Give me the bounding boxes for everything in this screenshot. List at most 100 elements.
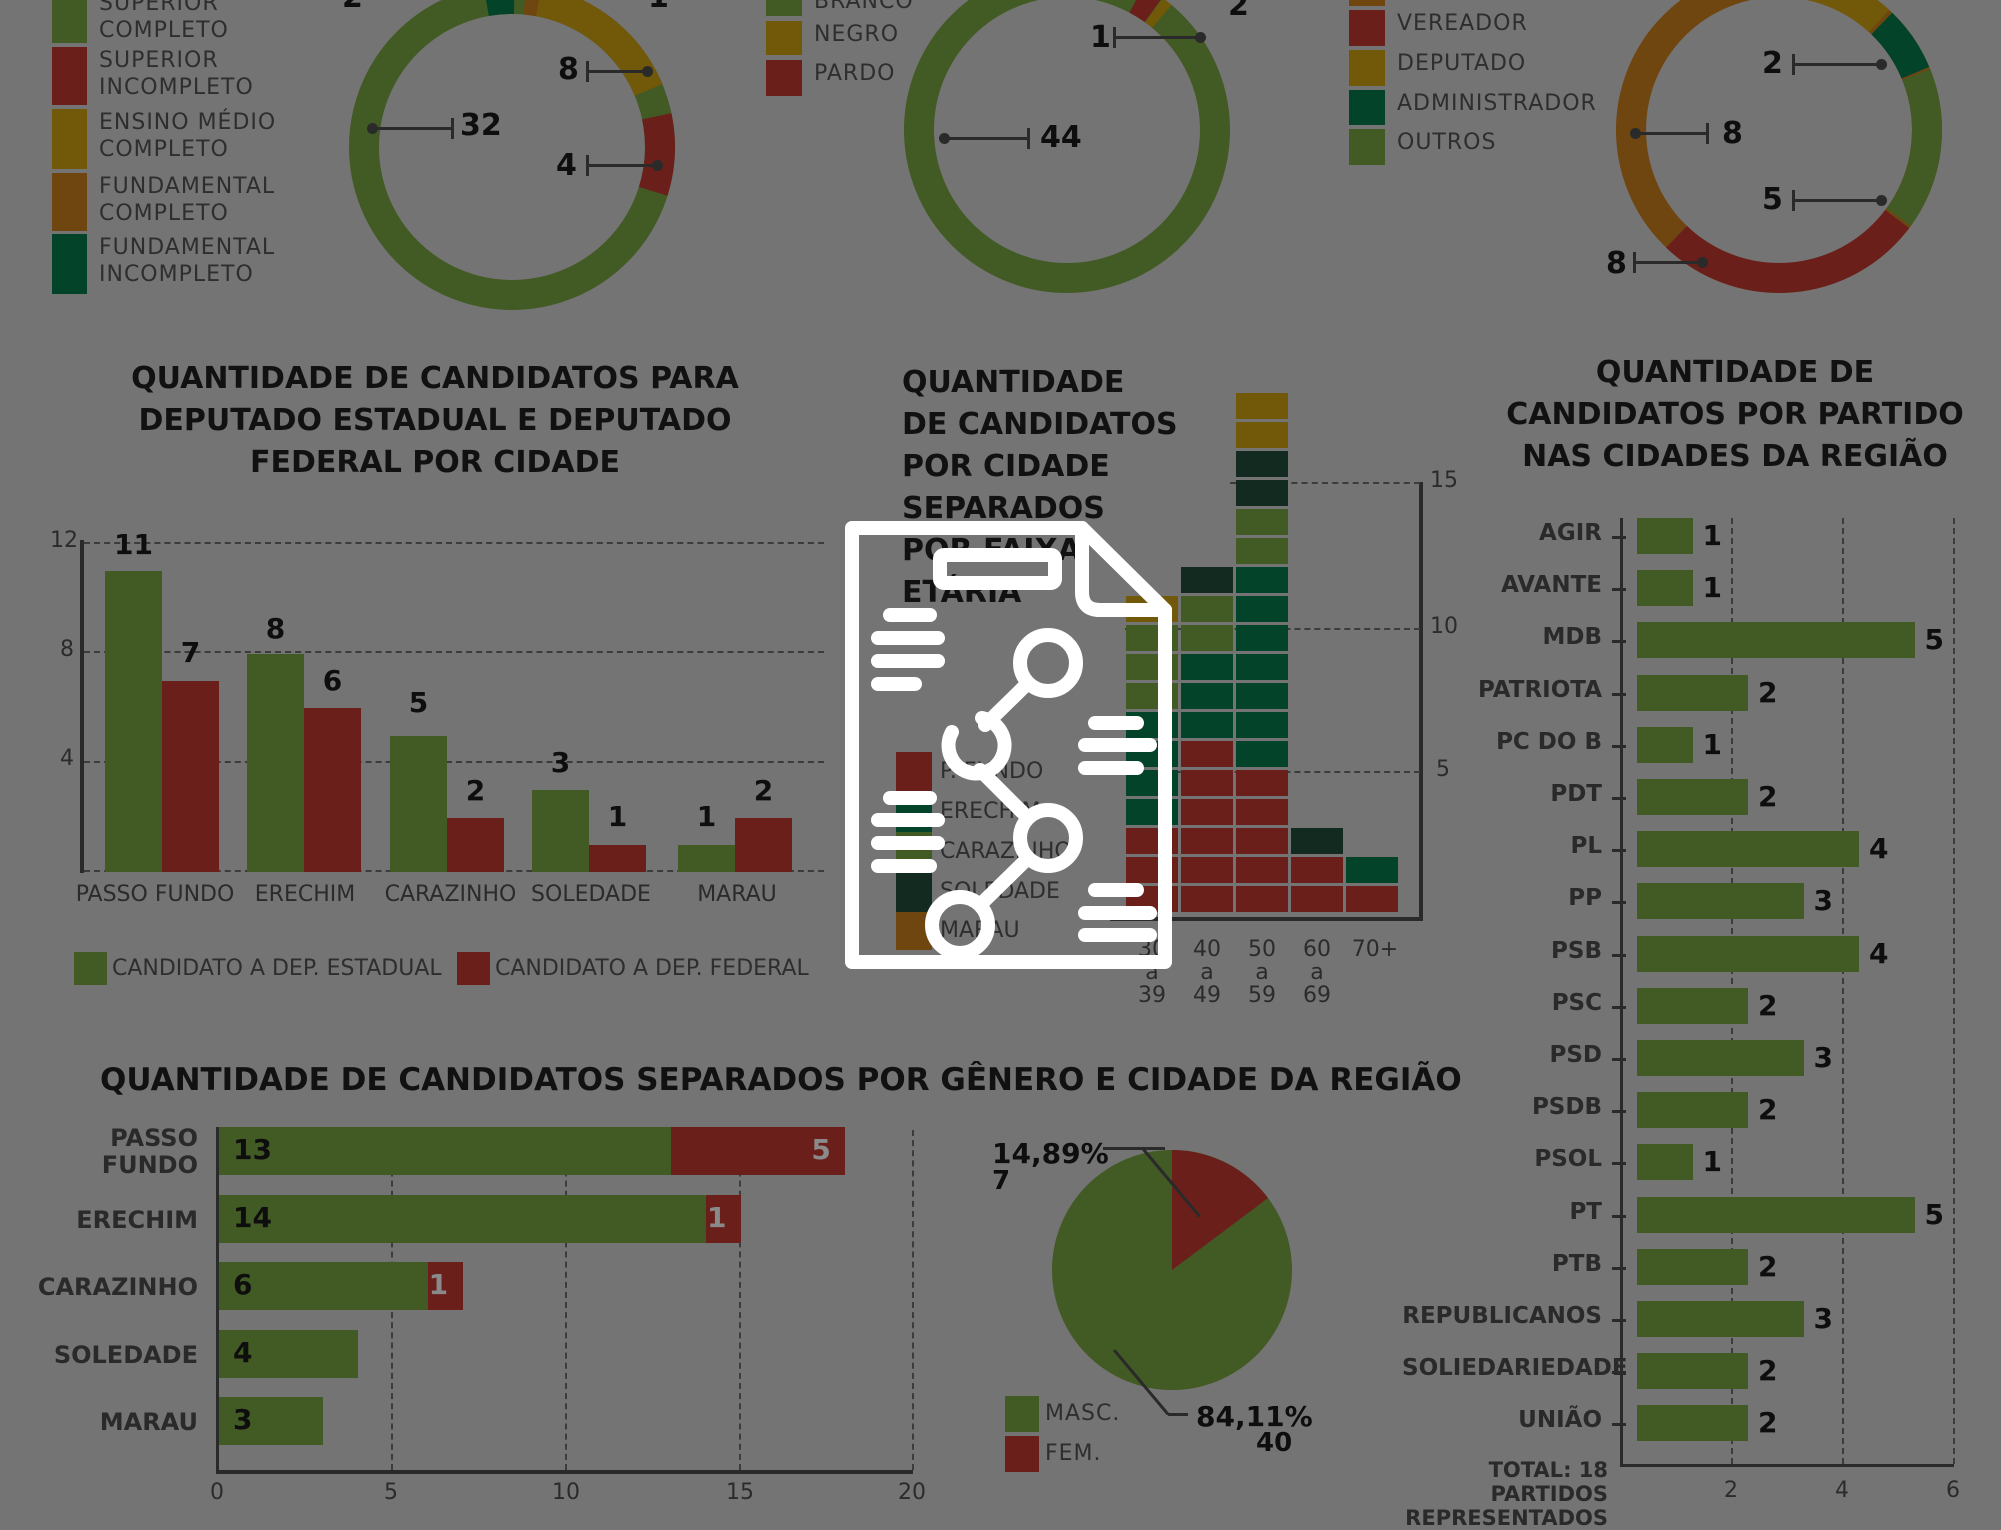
- age-cell: [1236, 567, 1288, 593]
- category-label: SOLEDADE: [531, 882, 651, 907]
- party-label: PSDB: [1531, 1094, 1602, 1121]
- education-value-1: 1: [648, 0, 669, 15]
- age-cell: [1291, 886, 1343, 912]
- axis-tick: [1612, 849, 1626, 853]
- party-value: 1: [1702, 1145, 1722, 1179]
- party-label: PDT: [1550, 781, 1602, 807]
- age-cell: [1181, 857, 1233, 883]
- x-tick-label: 4: [1835, 1478, 1849, 1503]
- value-label: 11: [114, 528, 153, 561]
- axis-tick: [1612, 640, 1626, 644]
- age-cell: [1346, 857, 1398, 883]
- party-bar: [1637, 622, 1915, 659]
- legend-item-pardo: PARDO: [766, 60, 895, 96]
- party-label: PT: [1569, 1198, 1602, 1225]
- age-cell: [1181, 741, 1233, 767]
- value-label: 6: [322, 664, 343, 697]
- leader-line: [1113, 27, 1206, 48]
- bar-federal-erechim: [304, 708, 361, 872]
- leader-line: [1103, 1147, 1165, 1150]
- fem-value: 5: [811, 1133, 831, 1166]
- legend-item-administrador: ADMINISTRADOR: [1349, 90, 1597, 125]
- party-bar: [1637, 518, 1693, 554]
- party-label: UNIÃO: [1518, 1407, 1602, 1434]
- city-label: PASSO FUNDO: [101, 1124, 198, 1179]
- party-value: 2: [1758, 1093, 1778, 1127]
- occupation-value-2: 2: [1762, 46, 1783, 81]
- party-label: PL: [1570, 833, 1602, 860]
- category-label: CARAZINHO: [384, 882, 517, 907]
- legend-label: CANDIDATO A DEP. FEDERAL: [495, 956, 809, 981]
- party-value: 2: [1758, 780, 1778, 813]
- value-label: 2: [753, 774, 774, 807]
- party-label: PATRIOTA: [1478, 676, 1602, 703]
- age-cell: [1236, 393, 1288, 419]
- legend-item-vereador: VEREADOR: [1349, 10, 1528, 46]
- legend-item-superior-completo: SUPERIOR COMPLETO: [52, 0, 229, 44]
- city-label: MARAU: [99, 1408, 198, 1436]
- y-tick-label: 4: [60, 746, 74, 771]
- party-bar: [1637, 779, 1748, 815]
- age-cell: [1236, 799, 1288, 825]
- masc-bar: [219, 1262, 428, 1310]
- bar-federal-soledade: [589, 845, 646, 872]
- legend-item-marau: MARAU: [896, 912, 1020, 950]
- legend-item-branco: BRANCO: [766, 0, 914, 16]
- age-cell: [1236, 886, 1288, 912]
- age-cell: [1291, 857, 1343, 883]
- document-chart-icon: [845, 521, 1172, 969]
- leader-line: [944, 137, 1028, 140]
- bar-estadual-soledade: [532, 790, 589, 872]
- party-bar: [1637, 1040, 1804, 1076]
- masc-bar: [219, 1194, 707, 1243]
- fem-bar: [706, 1194, 741, 1243]
- gender-pie: [1052, 1150, 1292, 1390]
- legend-swatch: [896, 872, 932, 912]
- legend-label: ADMINISTRADOR: [1397, 91, 1597, 116]
- age-cell: [1181, 712, 1233, 738]
- party-label: REPUBLICANOS: [1402, 1303, 1602, 1329]
- party-chart-title: QUANTIDADE DE CANDIDATOS POR PARTIDO NAS…: [1506, 355, 1964, 474]
- party-value: 3: [1813, 1302, 1833, 1335]
- gridline: [84, 761, 824, 763]
- bar-estadual-marau: [678, 845, 735, 872]
- legend-item-deputado: DEPUTADO: [1349, 50, 1526, 86]
- race-value-2: 2: [1228, 0, 1249, 23]
- legend-swatch: [1349, 50, 1385, 86]
- axis-tick: [1612, 1319, 1626, 1322]
- bar-federal-carazinho: [447, 818, 504, 872]
- party-label: PSB: [1551, 937, 1602, 964]
- party-bar: [1637, 1353, 1748, 1390]
- category-label: 40 a 49: [1193, 937, 1221, 1008]
- bar-federal-marau: [735, 818, 792, 872]
- masc-bar: [219, 1329, 359, 1378]
- legend-item-fem: FEM.: [1005, 1436, 1102, 1472]
- value-label: 5: [408, 686, 429, 719]
- occupation-value-5: 5: [1762, 182, 1783, 217]
- age-cell: [1236, 480, 1288, 506]
- category-label: PASSO FUNDO: [75, 882, 235, 907]
- x-tick-label: 10: [552, 1480, 580, 1505]
- party-value: 2: [1758, 988, 1778, 1022]
- axis-tick: [1612, 797, 1626, 800]
- age-cell: [1236, 857, 1288, 883]
- party-label: AGIR: [1539, 520, 1602, 546]
- y-axis: [1419, 482, 1423, 920]
- legend-label: BRANCO: [814, 0, 914, 14]
- party-label: MDB: [1542, 624, 1602, 651]
- party-label: PSOL: [1534, 1146, 1602, 1173]
- party-label: PSC: [1551, 989, 1602, 1016]
- age-cell: [1181, 654, 1233, 680]
- legend-label: DEPUTADO: [1397, 51, 1527, 76]
- age-cell: [1236, 625, 1288, 651]
- legend-item-ensino-medio: ENSINO MÉDIO COMPLETO: [52, 109, 276, 169]
- value-label: 3: [550, 746, 571, 779]
- masc-value: 6: [233, 1268, 253, 1301]
- value-label: 2: [465, 774, 486, 807]
- fem-value: 1: [707, 1200, 727, 1234]
- masc-count: 40: [1256, 1428, 1293, 1458]
- fem-count: 7: [992, 1166, 1011, 1196]
- occupation-value-8-bottom: 8: [1606, 246, 1627, 281]
- party-bar: [1637, 1301, 1804, 1337]
- fem-percent: 14,89%: [992, 1137, 1109, 1170]
